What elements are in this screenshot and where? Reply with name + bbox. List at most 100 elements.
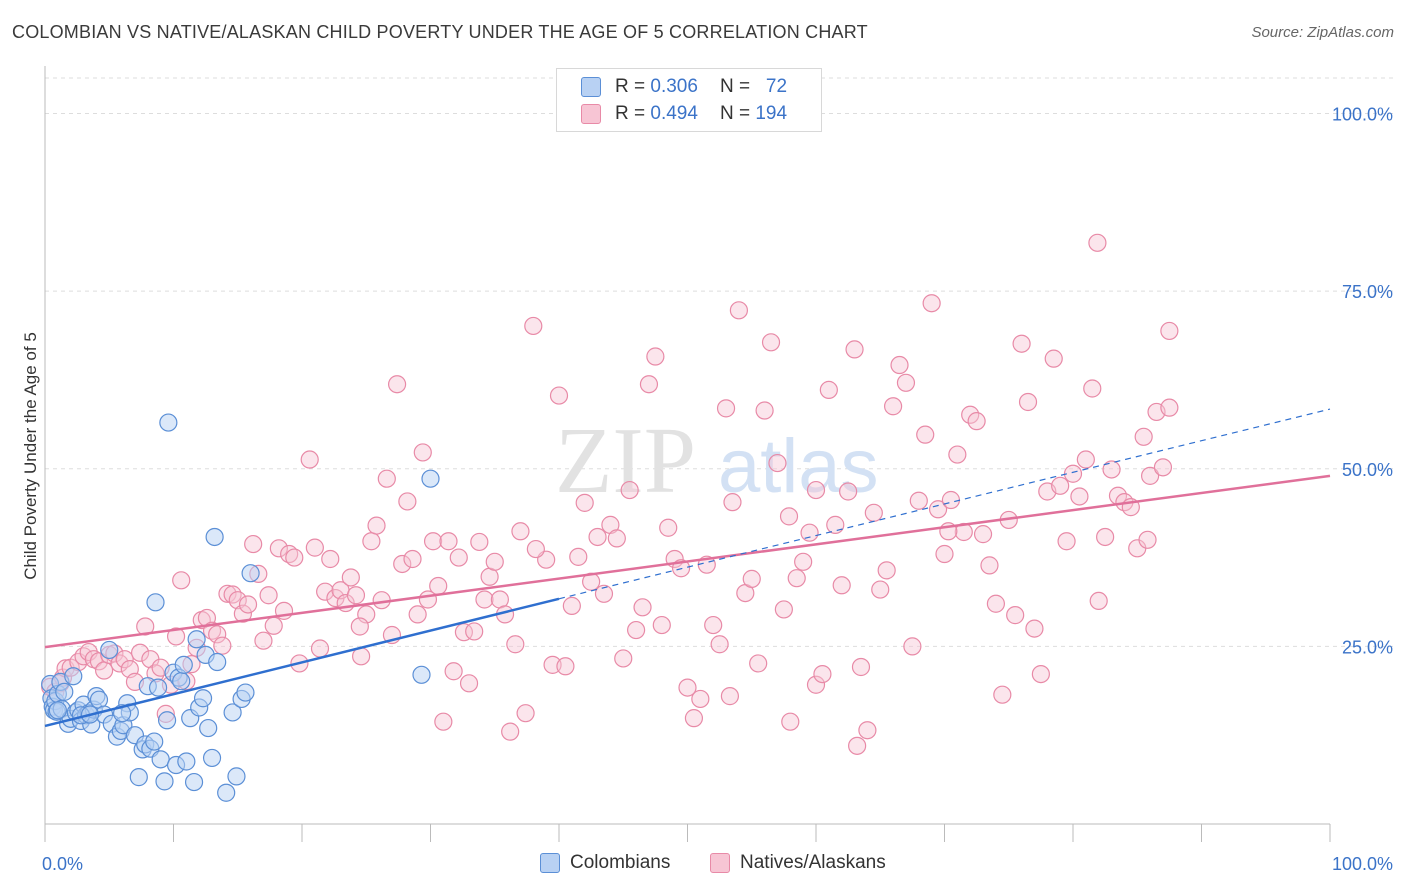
colombians-point	[208, 652, 227, 672]
natives-point	[95, 661, 114, 680]
colombians-point	[412, 665, 431, 684]
natives-swatch	[581, 104, 601, 124]
natives-point	[787, 569, 806, 588]
colombians-point	[129, 768, 148, 787]
natives-point	[526, 539, 545, 559]
colombians-point	[241, 564, 260, 583]
natives-point	[1018, 392, 1038, 412]
colombians-point	[100, 640, 119, 660]
natives-point	[916, 425, 935, 444]
natives-point	[413, 443, 432, 462]
colombians-point	[146, 593, 165, 612]
natives-point	[1089, 591, 1108, 611]
source-label: Source: ZipAtlas.com	[1251, 24, 1394, 41]
natives-point	[948, 445, 967, 464]
legend-row-colombians: R = 0.306 N = 72	[581, 75, 787, 99]
natives-point	[761, 333, 781, 352]
bottom-legend-label: Natives/Alaskans	[740, 852, 886, 873]
natives-point	[475, 590, 494, 609]
trend-lines	[44, 408, 1331, 728]
natives-point	[858, 721, 877, 740]
colombians-point	[155, 772, 174, 791]
natives-point	[218, 584, 237, 603]
tick-labels: 25.0% 50.0% 75.0% 100.0% 0.0% 100.0%	[42, 105, 1393, 874]
y-tick-label: 25.0%	[1342, 637, 1393, 657]
natives-point	[575, 493, 594, 512]
natives-point	[848, 736, 867, 755]
colombians-point	[64, 667, 83, 686]
colombians-point	[174, 655, 193, 674]
natives-point	[408, 605, 427, 624]
natives-point	[633, 598, 652, 617]
natives-point	[1102, 460, 1121, 479]
natives-point	[423, 532, 443, 551]
natives-point	[684, 709, 704, 728]
natives-point	[779, 507, 799, 526]
natives-point	[1070, 487, 1089, 506]
legend-n-label: N =	[719, 103, 751, 124]
legend-n-value: 72	[765, 76, 788, 97]
natives-point	[166, 627, 186, 646]
natives-point	[928, 500, 948, 519]
natives-point	[774, 600, 793, 619]
natives-point	[903, 637, 922, 656]
natives-point	[742, 569, 761, 588]
natives-point	[511, 522, 530, 541]
natives-point	[429, 576, 448, 596]
natives-point	[993, 685, 1012, 704]
colombians-point	[193, 689, 213, 708]
natives-point	[346, 586, 366, 605]
natives-point	[310, 639, 330, 658]
natives-point	[781, 712, 800, 731]
colombians-point	[202, 748, 222, 768]
natives-point	[716, 399, 736, 418]
natives-point	[845, 340, 864, 359]
natives-point	[556, 657, 575, 676]
natives-point	[678, 678, 697, 697]
natives-point	[444, 662, 463, 681]
natives-point	[851, 657, 871, 677]
natives-point	[1140, 466, 1160, 485]
natives-point	[403, 549, 422, 569]
natives-point	[280, 544, 299, 564]
colombians-point	[421, 469, 440, 488]
bottom-legend-colombians: Colombians	[540, 852, 670, 874]
natives-point	[562, 596, 581, 615]
colombians-point	[184, 772, 204, 792]
natives-point	[233, 604, 252, 623]
x-tick-label: 0.0%	[42, 854, 83, 874]
natives-point	[516, 704, 535, 723]
colombians-swatch	[581, 77, 601, 97]
natives-point	[659, 518, 678, 537]
legend-n-label: N =	[719, 76, 751, 97]
natives-point	[89, 652, 109, 671]
natives-point	[172, 571, 191, 590]
colombians-point	[148, 678, 168, 697]
natives-point	[729, 301, 749, 320]
natives-point	[941, 490, 961, 510]
natives-point	[594, 584, 614, 603]
natives-point	[864, 503, 883, 522]
legend-row-natives: R = 0.494 N = 194	[581, 102, 787, 126]
natives-point	[300, 450, 319, 469]
natives-point	[1051, 476, 1070, 495]
colombians-point	[159, 413, 178, 432]
bottom-legend-label: Colombians	[570, 852, 671, 873]
natives-point	[973, 525, 993, 544]
natives-point	[465, 622, 484, 641]
colombians-point	[227, 767, 246, 786]
natives-point	[652, 615, 671, 635]
natives-point	[986, 594, 1006, 613]
legend-r-label: R =	[615, 103, 646, 124]
legend-r-label: R =	[615, 76, 646, 97]
legend-n-value: 194	[755, 103, 788, 124]
colombians-point	[217, 783, 236, 802]
natives-point	[244, 534, 263, 554]
natives-point	[1057, 532, 1076, 551]
colombians-point	[157, 711, 177, 730]
watermark-atlas: atlas	[718, 424, 879, 509]
natives-point	[768, 453, 787, 473]
natives-point	[883, 397, 903, 416]
watermark-zip: ZIP	[555, 409, 696, 513]
